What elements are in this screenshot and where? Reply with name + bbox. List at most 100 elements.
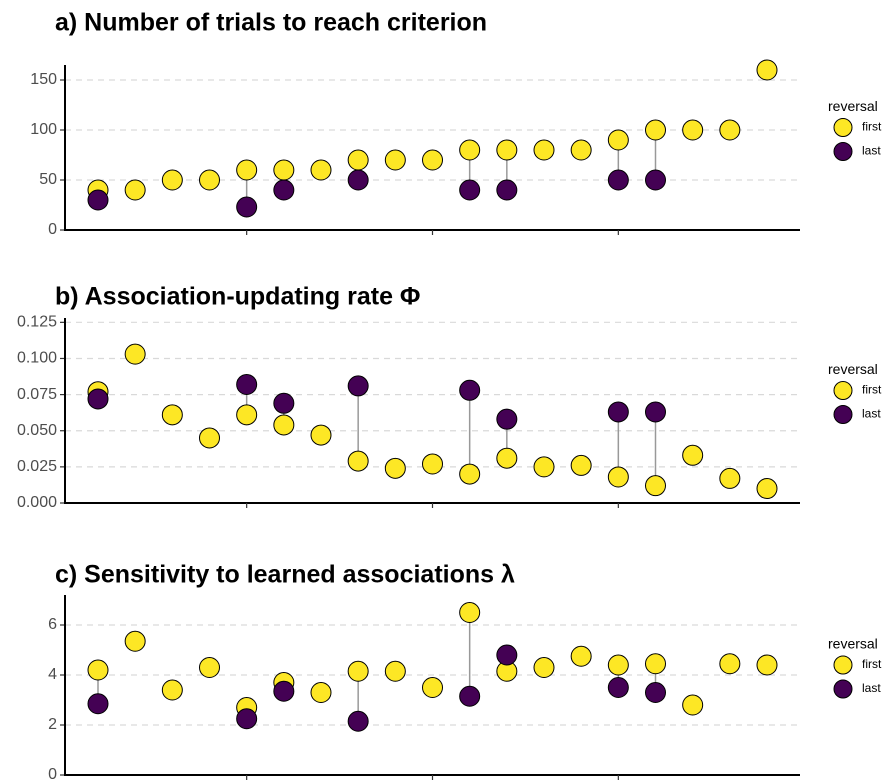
point [273,179,295,201]
point [719,653,741,675]
point [161,679,183,701]
point [236,196,258,218]
point [570,645,592,667]
point [347,149,369,171]
point [273,680,295,702]
point [124,343,146,365]
point [533,657,555,678]
point [422,149,443,171]
y-tick-label: 0.025 [17,458,57,475]
legend-label: first [862,383,882,397]
point [422,453,443,475]
point [347,660,369,682]
point [756,478,778,500]
point [570,139,592,161]
legend-label: last [862,144,881,158]
point [496,179,518,201]
point [310,159,332,181]
y-tick-label: 0.125 [17,314,57,331]
point [124,179,146,201]
point [607,654,629,676]
point [347,450,369,472]
point [459,463,481,485]
point [756,59,778,81]
chart-title: c) Sensitivity to learned associations λ [55,561,515,589]
point [273,159,295,181]
point [645,169,666,191]
y-tick-label: 0.000 [17,494,57,511]
point [87,388,109,410]
point [459,179,481,201]
legend-label: last [862,407,881,421]
point [236,708,258,730]
legend-label: last [862,681,881,695]
point [347,710,369,732]
y-tick-label: 150 [30,71,57,88]
chart-title: a) Number of trials to reach criterion [55,9,487,37]
y-tick-label: 0.100 [17,350,57,367]
point [645,653,666,675]
point [645,119,666,141]
point [533,456,555,478]
legend-swatch [833,655,853,675]
point [607,169,629,191]
point [384,149,406,171]
point [459,685,481,707]
y-tick-label: 0.050 [17,422,57,439]
point [645,401,666,423]
point [310,682,332,703]
point [570,454,592,476]
point [347,169,369,191]
point [347,375,369,397]
point [496,139,518,161]
point [384,457,406,479]
point [533,139,555,161]
point [199,657,220,678]
point [87,693,109,715]
legend-swatch [833,118,853,137]
legend-title: reversal [828,98,878,114]
point [459,602,481,623]
y-tick-label: 100 [30,121,57,138]
point [384,660,406,682]
point [496,447,518,469]
legend-title: reversal [828,361,878,377]
legend-label: first [862,120,882,134]
point [273,392,295,414]
legend-swatch [833,405,853,424]
point [645,475,666,497]
y-tick-label: 6 [48,616,57,633]
legend-label: first [862,657,882,671]
point [422,677,443,698]
legend-swatch [833,679,853,699]
y-tick-label: 0 [48,766,57,783]
y-tick-label: 4 [48,666,57,683]
point [496,644,518,666]
point [236,373,258,395]
point [199,169,220,191]
point [236,404,258,426]
point [682,444,704,466]
point [645,682,666,703]
y-tick-label: 0 [48,221,57,238]
point [607,401,629,423]
point [607,677,629,698]
point [161,404,183,426]
point [719,467,741,489]
point [87,659,109,681]
point [236,159,258,181]
point [199,427,220,449]
y-tick-label: 2 [48,716,57,733]
point [682,694,704,716]
legend-title: reversal [828,636,878,652]
point [273,414,295,436]
point [459,379,481,401]
point [459,139,481,161]
point [682,119,704,141]
point [124,630,146,652]
point [310,424,332,446]
point [719,119,741,141]
point [87,189,109,211]
point [496,408,518,430]
